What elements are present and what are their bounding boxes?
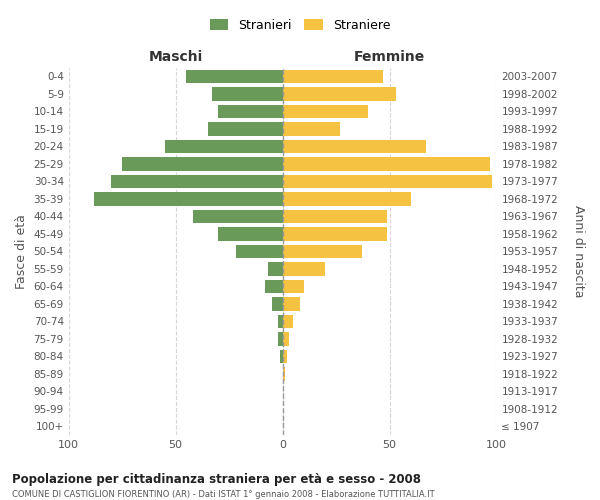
Bar [283, 244, 362, 258]
Bar [283, 157, 490, 170]
Bar [283, 122, 340, 136]
Bar [283, 262, 325, 276]
Bar [283, 297, 299, 310]
Bar [94, 192, 283, 205]
Bar [268, 262, 283, 276]
Bar [283, 104, 368, 118]
Bar [272, 297, 283, 310]
Bar [283, 70, 383, 83]
Bar [265, 280, 283, 293]
Bar [283, 314, 293, 328]
Y-axis label: Anni di nascita: Anni di nascita [572, 205, 585, 298]
Bar [187, 70, 283, 83]
Bar [283, 350, 287, 363]
Bar [283, 210, 388, 223]
Bar [283, 87, 396, 101]
Bar [283, 140, 426, 153]
Bar [212, 87, 283, 101]
Bar [283, 192, 411, 205]
Bar [218, 227, 283, 240]
Bar [236, 244, 283, 258]
Text: COMUNE DI CASTIGLION FIORENTINO (AR) - Dati ISTAT 1° gennaio 2008 - Elaborazione: COMUNE DI CASTIGLION FIORENTINO (AR) - D… [12, 490, 434, 499]
Text: Maschi: Maschi [149, 50, 203, 64]
Bar [283, 174, 492, 188]
Bar [283, 367, 285, 380]
Bar [218, 104, 283, 118]
Bar [283, 332, 289, 345]
Text: Popolazione per cittadinanza straniera per età e sesso - 2008: Popolazione per cittadinanza straniera p… [12, 472, 421, 486]
Bar [283, 227, 388, 240]
Bar [278, 314, 283, 328]
Bar [283, 280, 304, 293]
Bar [112, 174, 283, 188]
Legend: Stranieri, Straniere: Stranieri, Straniere [207, 16, 393, 34]
Bar [280, 350, 283, 363]
Y-axis label: Fasce di età: Fasce di età [15, 214, 28, 289]
Bar [208, 122, 283, 136]
Bar [193, 210, 283, 223]
Bar [278, 332, 283, 345]
Bar [122, 157, 283, 170]
Text: Femmine: Femmine [354, 50, 425, 64]
Bar [165, 140, 283, 153]
